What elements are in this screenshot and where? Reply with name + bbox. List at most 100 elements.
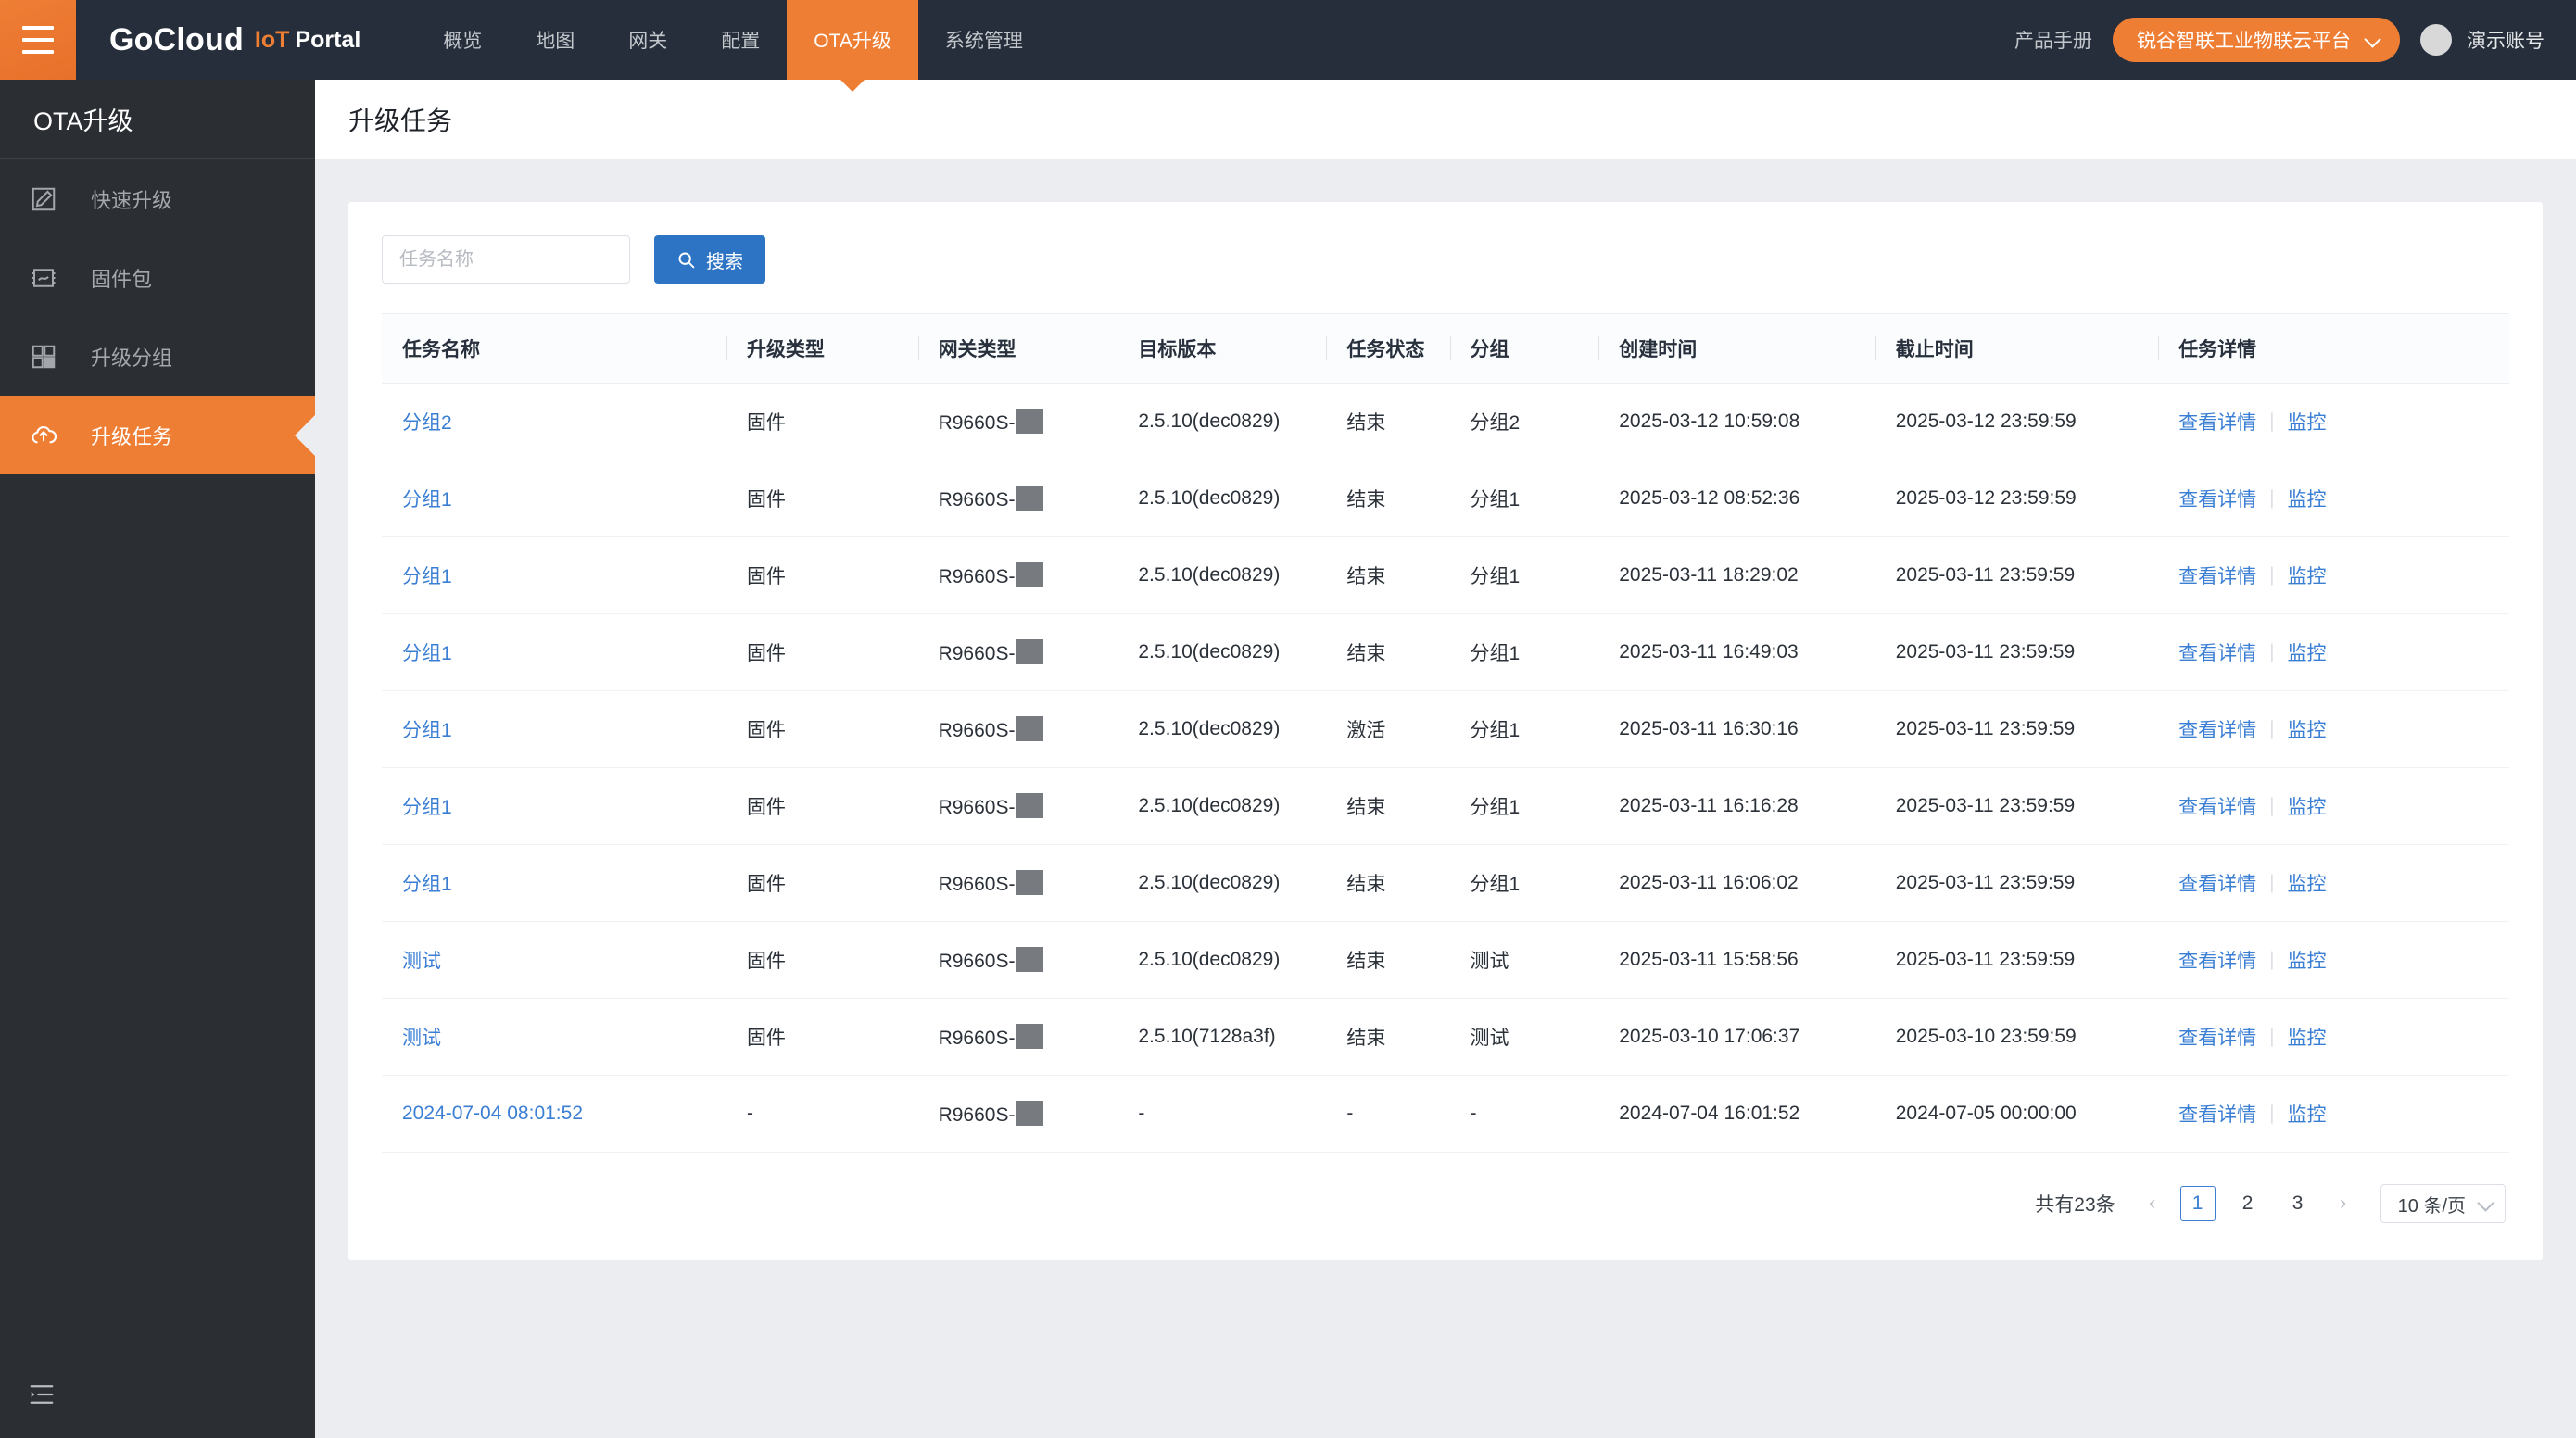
view-detail-link[interactable]: 查看详情	[2178, 489, 2257, 511]
view-detail-link[interactable]: 查看详情	[2178, 412, 2257, 434]
nav-tab-label: 系统管理	[944, 31, 1023, 52]
nav-tab-ota[interactable]: OTA升级	[787, 0, 918, 80]
firmware-chip-icon	[20, 264, 67, 292]
created-time-value: 2025-03-11 16:06:02	[1619, 872, 1799, 893]
hamburger-bar	[22, 38, 54, 42]
view-detail-link[interactable]: 查看详情	[2178, 643, 2257, 664]
task-name-link[interactable]: 分组1	[402, 489, 452, 511]
hamburger-icon[interactable]	[0, 0, 76, 80]
brand-logo[interactable]: GoCloud IoT Portal	[76, 0, 370, 80]
cell-task-name: 分组2	[382, 383, 726, 460]
cell-task-status: 结束	[1326, 613, 1450, 691]
sidebar-item-upgrade-group[interactable]: 升级分组	[0, 317, 315, 396]
target-version-value: -	[1138, 1103, 1145, 1124]
task-name-link[interactable]: 分组1	[402, 874, 452, 895]
monitor-link[interactable]: 监控	[2287, 874, 2327, 895]
page-title: 升级任务	[348, 107, 453, 135]
cell-upgrade-type: 固件	[726, 690, 918, 768]
monitor-link[interactable]: 监控	[2287, 412, 2327, 434]
cell-created-time: 2025-03-12 10:59:08	[1598, 383, 1875, 460]
nav-tab-gateway[interactable]: 网关	[601, 0, 694, 80]
view-detail-link[interactable]: 查看详情	[2178, 566, 2257, 587]
sidebar-item-quick-upgrade[interactable]: 快速升级	[0, 159, 315, 238]
monitor-link[interactable]: 监控	[2287, 797, 2327, 818]
task-name-link[interactable]: 分组2	[402, 412, 452, 434]
cell-deadline: 2025-03-12 23:59:59	[1875, 383, 2159, 460]
cell-task-name: 分组1	[382, 613, 726, 691]
cell-upgrade-type: 固件	[726, 844, 918, 922]
action-separator: |	[2269, 1103, 2275, 1124]
task-name-link[interactable]: 2024-07-04 08:01:52	[402, 1103, 583, 1124]
brand-iot: IoT	[254, 26, 290, 53]
cell-group: 测试	[1449, 921, 1599, 999]
task-status-value: 结束	[1346, 1028, 1386, 1049]
view-detail-link[interactable]: 查看详情	[2178, 1028, 2257, 1049]
group-value: 分组1	[1470, 720, 1521, 741]
deadline-value: 2025-03-11 23:59:59	[1895, 718, 2076, 739]
column-header-group: 分组	[1449, 313, 1599, 384]
pagination-page-1[interactable]: 1	[2179, 1186, 2216, 1221]
product-manual-link[interactable]: 产品手册	[2014, 31, 2092, 52]
view-detail-link[interactable]: 查看详情	[2178, 874, 2257, 895]
view-detail-link[interactable]: 查看详情	[2178, 1104, 2257, 1126]
column-header-target-version: 目标版本	[1118, 313, 1327, 384]
cell-created-time: 2025-03-11 16:16:28	[1598, 767, 1875, 845]
view-detail-link[interactable]: 查看详情	[2178, 951, 2257, 972]
upgrade-type-value: 固件	[746, 643, 786, 664]
search-input[interactable]	[382, 235, 630, 284]
deadline-value: 2025-03-11 23:59:59	[1895, 872, 2076, 893]
nav-tab-system[interactable]: 系统管理	[918, 0, 1050, 80]
sidebar-item-label: 固件包	[91, 267, 153, 291]
monitor-link[interactable]: 监控	[2287, 566, 2327, 587]
cell-created-time: 2025-03-11 15:58:56	[1598, 921, 1875, 999]
pagination-page-3[interactable]: 3	[2292, 1192, 2304, 1214]
deadline-value: 2025-03-12 23:59:59	[1895, 487, 2077, 509]
nav-tab-label: 概览	[443, 31, 483, 52]
sidebar-item-firmware[interactable]: 固件包	[0, 238, 315, 317]
menu-fold-icon[interactable]	[17, 1369, 67, 1419]
task-name-link[interactable]: 分组1	[402, 566, 452, 587]
nav-tab-overview[interactable]: 概览	[416, 0, 509, 80]
chevron-right-icon[interactable]: ›	[2340, 1192, 2347, 1214]
nav-tab-config[interactable]: 配置	[694, 0, 787, 80]
view-detail-link[interactable]: 查看详情	[2178, 720, 2257, 741]
cell-task-status: 结束	[1326, 460, 1450, 537]
task-name-link[interactable]: 分组1	[402, 643, 452, 664]
monitor-link[interactable]: 监控	[2287, 720, 2327, 741]
group-value: 分组2	[1470, 412, 1521, 434]
created-time-value: 2025-03-11 16:16:28	[1619, 795, 1799, 816]
gateway-type-value: R9660S-	[938, 566, 1016, 587]
cell-upgrade-type: 固件	[726, 536, 918, 614]
cell-target-version: 2.5.10(7128a3f)	[1118, 998, 1327, 1076]
task-name-link[interactable]: 测试	[402, 1028, 441, 1049]
view-detail-link[interactable]: 查看详情	[2178, 797, 2257, 818]
nav-tab-map[interactable]: 地图	[509, 0, 601, 80]
target-version-value: 2.5.10(dec0829)	[1138, 718, 1281, 739]
platform-selector[interactable]: 锐谷智联工业物联云平台	[2113, 18, 2400, 62]
redacted-block	[1016, 409, 1044, 434]
task-name-link[interactable]: 分组1	[402, 797, 452, 818]
table-row: 分组1 固件 R9660S- 2.5.10(dec0829) 激活 分组1 2025-03-…	[382, 690, 2509, 768]
brand-portal: Portal	[295, 26, 361, 53]
monitor-link[interactable]: 监控	[2287, 951, 2327, 972]
page-size-selector[interactable]: 10 条/页	[2380, 1184, 2506, 1223]
user-menu[interactable]: 演示账号	[2420, 24, 2544, 56]
search-button[interactable]: 搜索	[654, 235, 765, 284]
task-name-link[interactable]: 测试	[402, 951, 441, 972]
monitor-link[interactable]: 监控	[2287, 1104, 2327, 1126]
cell-task-detail: 查看详情 | 监控	[2158, 1075, 2509, 1153]
cell-task-status: 结束	[1326, 767, 1450, 845]
chevron-left-icon[interactable]: ‹	[2149, 1192, 2156, 1214]
upgrade-task-table: 任务名称 升级类型 网关类型 目标版本 任务状态 分组 创建时间 截止时间 任务…	[382, 313, 2509, 1153]
pagination: 共有23条 ‹ 1 2 3 › 10 条/页	[382, 1184, 2509, 1223]
monitor-link[interactable]: 监控	[2287, 643, 2327, 664]
cell-task-detail: 查看详情 | 监控	[2158, 690, 2509, 768]
monitor-link[interactable]: 监控	[2287, 489, 2327, 511]
sidebar-item-upgrade-task[interactable]: 升级任务	[0, 396, 315, 474]
monitor-link[interactable]: 监控	[2287, 1028, 2327, 1049]
task-name-link[interactable]: 分组1	[402, 720, 452, 741]
pagination-page-2[interactable]: 2	[2241, 1192, 2254, 1214]
cell-group: 分组1	[1449, 767, 1599, 845]
cell-deadline: 2025-03-11 23:59:59	[1875, 844, 2159, 922]
chevron-down-icon	[2479, 1197, 2492, 1210]
